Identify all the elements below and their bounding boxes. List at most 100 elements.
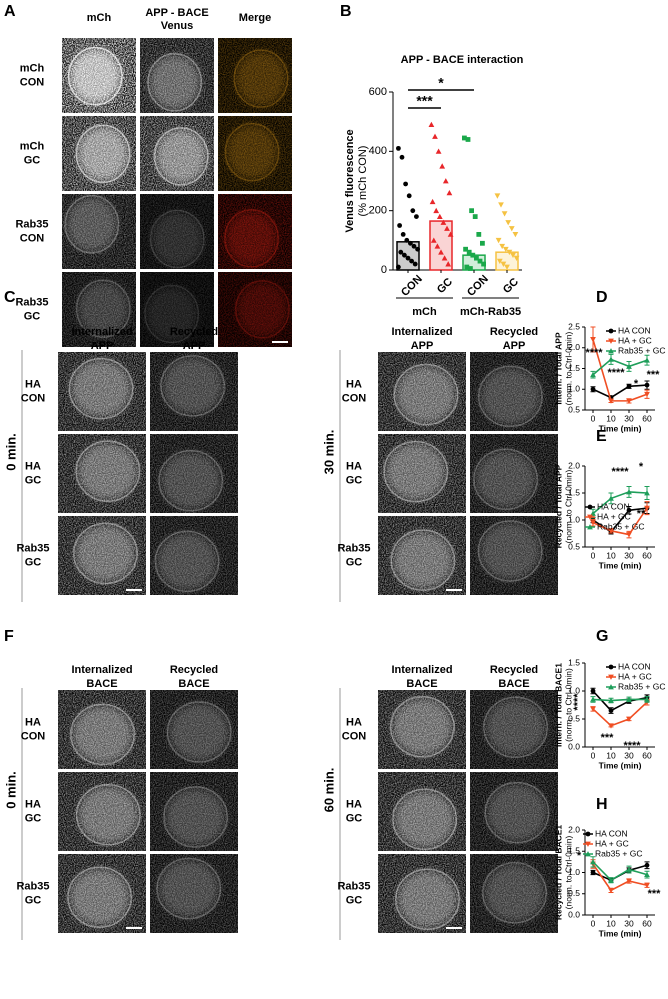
x-tick-label: 0: [591, 750, 596, 760]
column-header: Internalized: [71, 326, 132, 338]
row-label: CON: [21, 730, 46, 742]
data-point: [433, 207, 440, 214]
data-point: [508, 226, 515, 232]
data-point: [442, 178, 449, 184]
x-tick-label: 30: [624, 550, 634, 560]
row-label: HA: [346, 460, 362, 472]
data-point: [414, 214, 419, 220]
significance-label: ****: [623, 740, 641, 752]
data-point: [415, 246, 420, 252]
micrograph-content: [378, 516, 466, 595]
data-point: [399, 154, 405, 160]
speckle: [218, 272, 292, 347]
column-header: BACE: [178, 678, 209, 690]
micrograph: [150, 516, 238, 595]
row-label: GC: [25, 812, 42, 824]
x-axis-label: Time (min): [599, 760, 642, 770]
speckle: [58, 772, 146, 851]
micrograph-content: [140, 116, 214, 191]
significance-label: ***: [647, 369, 661, 381]
legend-label: HA CON: [597, 501, 630, 511]
y-tick-label: 0.0: [568, 909, 580, 919]
micrograph-content: [218, 272, 292, 347]
micrograph: [470, 434, 558, 513]
data-point: [587, 504, 593, 510]
data-point: [590, 337, 596, 343]
data-point: [481, 261, 486, 267]
speckle: [140, 194, 214, 269]
micrograph: [150, 772, 238, 851]
cell-edge: [67, 866, 133, 928]
micrograph: [378, 352, 466, 431]
data-point: [499, 243, 506, 250]
y-tick-label: 2.0: [568, 460, 580, 470]
legend-label: Rab35 + GC: [618, 345, 666, 355]
x-tick-label: CON: [465, 273, 491, 299]
y-tick-label: 0.5: [568, 541, 580, 551]
data-point: [404, 237, 410, 243]
speckle: [378, 516, 466, 595]
data-point: [608, 887, 614, 894]
row-label: HA: [25, 460, 41, 472]
speckle: [58, 434, 146, 513]
series-line: [592, 507, 648, 536]
column-header: APP: [91, 340, 114, 352]
panel-label: A: [4, 3, 16, 20]
data-point: [402, 252, 407, 258]
micrograph: [470, 772, 558, 851]
cell-edge: [389, 696, 455, 758]
row-label: GC: [346, 474, 363, 486]
x-tick-label: GC: [435, 276, 455, 296]
cell-edge: [67, 46, 123, 106]
row-label: CON: [21, 392, 46, 404]
significance-label: ***: [416, 93, 433, 109]
data-point: [432, 133, 438, 139]
data-point: [644, 490, 650, 496]
panel-label: H: [596, 796, 608, 813]
micrograph: [378, 434, 466, 513]
data-point: [412, 261, 418, 267]
data-point: [608, 684, 614, 690]
data-point: [495, 237, 502, 244]
column-header: APP: [411, 340, 434, 352]
data-point: [626, 696, 632, 702]
cell-edge: [68, 357, 134, 420]
data-point: [608, 697, 614, 703]
micrograph: [62, 272, 136, 347]
data-point: [398, 249, 404, 255]
series-line: [592, 384, 648, 399]
speckle: [470, 352, 558, 431]
cell-edge: [395, 868, 460, 930]
data-point: [590, 870, 596, 875]
speckle: [62, 194, 136, 269]
speckle: [218, 194, 292, 269]
x-tick-label: 60: [642, 750, 652, 760]
speckle: [470, 690, 558, 769]
micrograph-content: [378, 854, 466, 933]
row-label: mCh: [20, 140, 45, 152]
cell-edge: [482, 862, 547, 924]
row-label: GC: [24, 310, 41, 322]
y-tick-label: 1.5: [568, 363, 580, 373]
data-point: [608, 528, 614, 534]
micrograph-content: [62, 38, 136, 113]
column-header: Internalized: [71, 664, 132, 676]
micrograph: [140, 38, 214, 113]
micrograph-content: [58, 352, 146, 431]
x-tick-label: 0: [591, 550, 596, 560]
row-label: CON: [20, 232, 45, 244]
data-point: [644, 696, 650, 702]
legend-label: Rab35 + GC: [618, 681, 666, 691]
micrograph: [58, 690, 146, 769]
cell-edge: [153, 127, 209, 186]
micrograph: [62, 38, 136, 113]
y-axis-label: Intern. / Total APP: [553, 332, 563, 405]
data-point: [501, 211, 508, 217]
micrograph: [58, 772, 146, 851]
micrograph: [470, 690, 558, 769]
column-header: Internalized: [391, 664, 452, 676]
significance-label: ***: [648, 888, 662, 900]
data-point: [434, 243, 441, 249]
cell-edge: [75, 783, 141, 846]
data-point: [406, 193, 412, 199]
